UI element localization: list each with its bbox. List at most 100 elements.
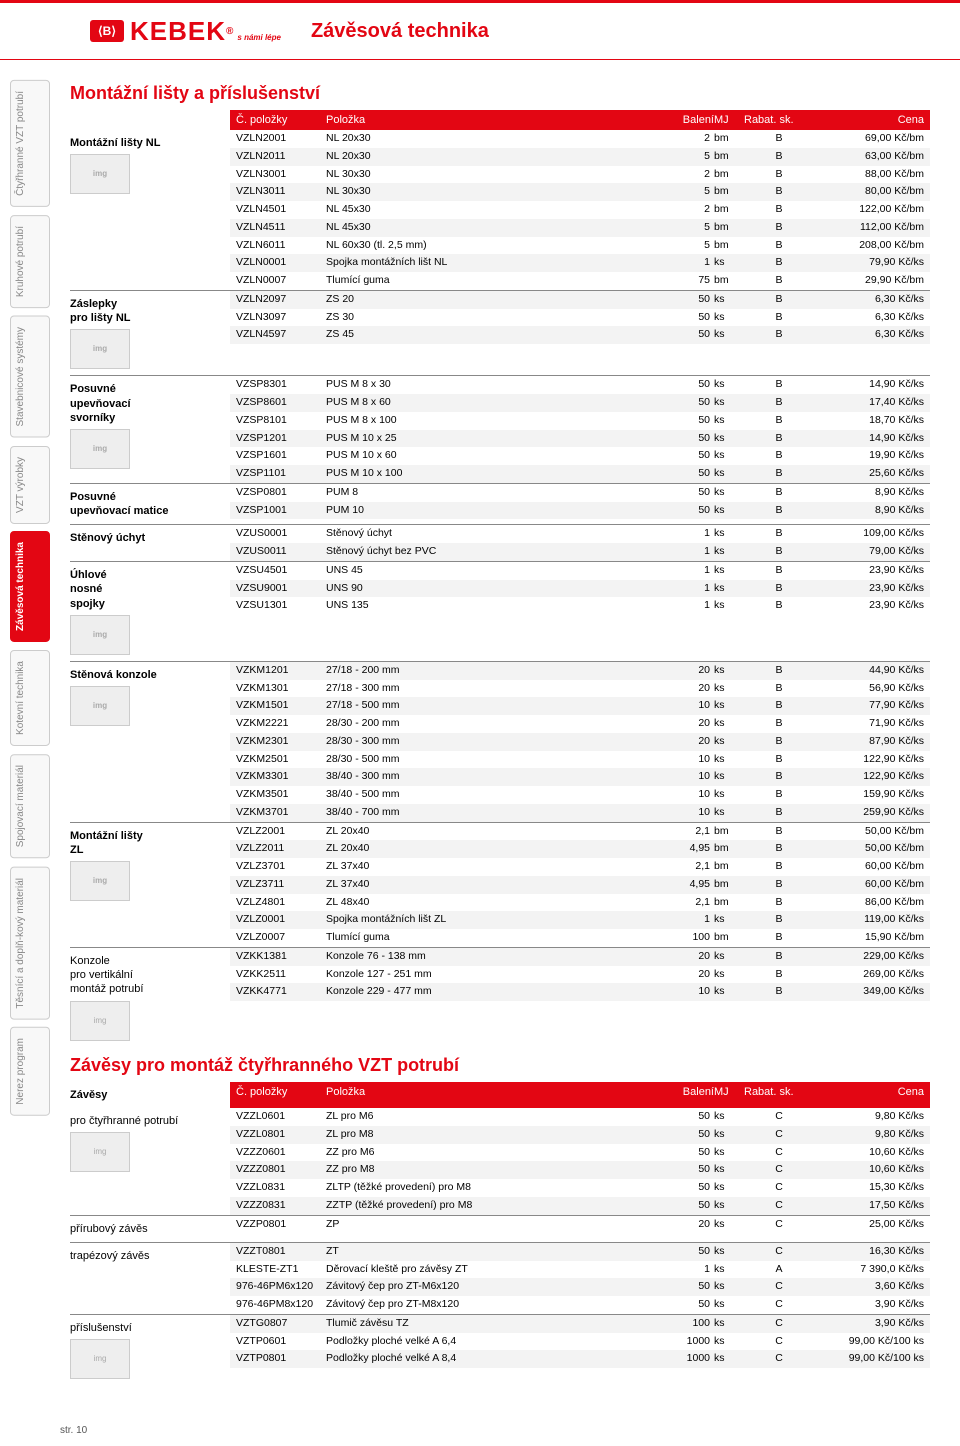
group-label: pro čtyřhranné potrubíimg	[70, 1108, 230, 1215]
cell-price: 9,80 Kč/ks	[814, 1127, 924, 1143]
group-label: trapézový závěs	[70, 1243, 230, 1314]
side-tab-8[interactable]: Nerez program	[10, 1027, 50, 1116]
cell-pack: 2,1	[654, 859, 714, 875]
cell-mj: ks	[714, 912, 744, 928]
table-row: VZSP8301PUS M 8 x 3050ksB14,90 Kč/ks	[230, 376, 930, 394]
cell-code: VZSP0801	[236, 485, 326, 501]
cell-price: 159,90 Kč/ks	[814, 787, 924, 803]
cell-pack: 2,1	[654, 824, 714, 840]
cell-code: VZZL0831	[236, 1180, 326, 1196]
cell-item: Podložky ploché velké A 6,4	[326, 1334, 654, 1350]
cell-mj: bm	[714, 841, 744, 857]
hdr-item: Položka	[326, 1086, 654, 1104]
cell-sk: C	[744, 1217, 814, 1233]
table-row: KLESTE-ZT1Děrovací kleště pro závěsy ZT1…	[230, 1261, 930, 1279]
side-tab-0[interactable]: Čtyřhranné VZT potrubí	[10, 80, 50, 207]
cell-item: Stěnový úchyt	[326, 526, 654, 542]
cell-pack: 50	[654, 466, 714, 482]
cell-code: VZLN3097	[236, 310, 326, 326]
cell-code: VZLZ2001	[236, 824, 326, 840]
cell-sk: B	[744, 238, 814, 254]
cell-sk: B	[744, 663, 814, 679]
cell-pack: 50	[654, 485, 714, 501]
cell-pack: 1	[654, 598, 714, 614]
side-tab-6[interactable]: Spojovací materiál	[10, 754, 50, 858]
cell-price: 23,90 Kč/ks	[814, 581, 924, 597]
page-title: Závěsová technika	[311, 20, 489, 43]
side-tab-3[interactable]: VZT výrobky	[10, 446, 50, 524]
cell-pack: 50	[654, 292, 714, 308]
side-tabs: Čtyřhranné VZT potrubí Kruhové potrubí Sta…	[0, 60, 50, 1405]
cell-item: PUS M 8 x 60	[326, 395, 654, 411]
table-row: VZLZ0007Tlumící guma100bmB15,90 Kč/bm	[230, 929, 930, 947]
cell-code: 976-46PM6x120	[236, 1279, 326, 1295]
table-row: VZTP0801Podložky ploché velké A 8,41000k…	[230, 1350, 930, 1368]
side-tab-4[interactable]: Závěsová technika	[10, 531, 50, 642]
table-row: VZKM350138/40 - 500 mm10ksB159,90 Kč/ks	[230, 786, 930, 804]
cell-pack: 50	[654, 1127, 714, 1143]
side-tab-1[interactable]: Kruhové potrubí	[10, 215, 50, 308]
cell-mj: ks	[714, 1316, 744, 1332]
cell-pack: 50	[654, 1244, 714, 1260]
cell-price: 86,00 Kč/bm	[814, 895, 924, 911]
cell-sk: B	[744, 967, 814, 983]
cell-mj: ks	[714, 1244, 744, 1260]
cell-item: PUS M 8 x 30	[326, 377, 654, 393]
cell-price: 77,90 Kč/ks	[814, 698, 924, 714]
cell-mj: bm	[714, 877, 744, 893]
hdr-price: Cena	[814, 1086, 924, 1104]
cell-sk: B	[744, 377, 814, 393]
cell-mj: bm	[714, 202, 744, 218]
cell-price: 6,30 Kč/ks	[814, 292, 924, 308]
product-image: img	[70, 154, 130, 194]
cell-code: VZLN4597	[236, 327, 326, 343]
cell-mj: bm	[714, 149, 744, 165]
cell-pack: 1	[654, 563, 714, 579]
table-row: VZSP8101PUS M 8 x 10050ksB18,70 Kč/ks	[230, 412, 930, 430]
cell-sk: B	[744, 949, 814, 965]
cell-code: VZUS0011	[236, 544, 326, 560]
table-row: VZSP0801PUM 850ksB8,90 Kč/ks	[230, 484, 930, 502]
cell-price: 109,00 Kč/ks	[814, 526, 924, 542]
side-tab-5[interactable]: Kotevní technika	[10, 650, 50, 746]
table-row: VZLN3011NL 30x305bmB80,00 Kč/bm	[230, 183, 930, 201]
cell-pack: 50	[654, 1279, 714, 1295]
cell-pack: 10	[654, 698, 714, 714]
table-row: VZLZ2011ZL 20x404,95bmB50,00 Kč/bm	[230, 840, 930, 858]
cell-price: 79,00 Kč/ks	[814, 544, 924, 560]
cell-item: Tlumící guma	[326, 273, 654, 289]
side-tab-2[interactable]: Stavebnicové systémy	[10, 316, 50, 438]
side-tab-7[interactable]: Těsnící a doplň-kový materiál	[10, 867, 50, 1020]
cell-sk: B	[744, 895, 814, 911]
cell-code: VZZZ0601	[236, 1145, 326, 1161]
cell-sk: B	[744, 734, 814, 750]
cell-mj: ks	[714, 787, 744, 803]
cell-mj: ks	[714, 327, 744, 343]
cell-mj: ks	[714, 1145, 744, 1161]
cell-item: Děrovací kleště pro závěsy ZT	[326, 1262, 654, 1278]
cell-pack: 10	[654, 752, 714, 768]
cell-pack: 5	[654, 238, 714, 254]
group-label: Stěnová konzoleimg	[70, 662, 230, 822]
table-row: VZLN2097ZS 2050ksB6,30 Kč/ks	[230, 291, 930, 309]
cell-item: NL 30x30	[326, 184, 654, 200]
cell-mj: bm	[714, 824, 744, 840]
cell-mj: ks	[714, 581, 744, 597]
cell-sk: B	[744, 167, 814, 183]
cell-price: 8,90 Kč/ks	[814, 503, 924, 519]
cell-mj: ks	[714, 598, 744, 614]
cell-code: VZKM1501	[236, 698, 326, 714]
cell-mj: bm	[714, 184, 744, 200]
cell-code: VZLZ3701	[236, 859, 326, 875]
cell-sk: A	[744, 1262, 814, 1278]
cell-code: VZLZ0007	[236, 930, 326, 946]
group-label: Konzolepro vertikálnímontáž potrubíimg	[70, 948, 230, 1047]
cell-sk: B	[744, 310, 814, 326]
cell-mj: ks	[714, 544, 744, 560]
group-label: přírubový závěs	[70, 1216, 230, 1242]
table-row: 976-46PM6x120Závitový čep pro ZT-M6x1205…	[230, 1278, 930, 1296]
hdr-sk: Rabat. sk.	[744, 1086, 814, 1104]
cell-mj: ks	[714, 255, 744, 271]
cell-item: ZS 20	[326, 292, 654, 308]
cell-price: 122,00 Kč/bm	[814, 202, 924, 218]
